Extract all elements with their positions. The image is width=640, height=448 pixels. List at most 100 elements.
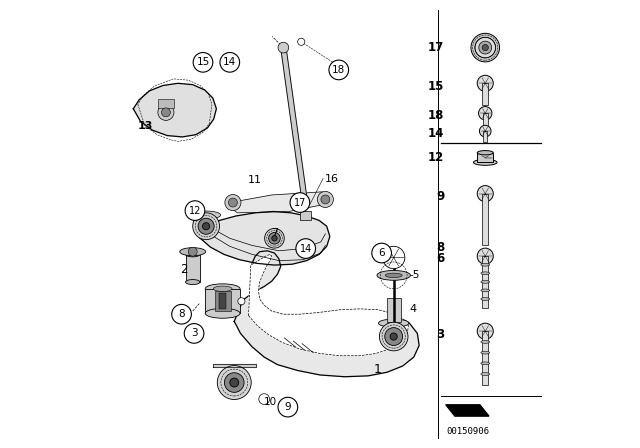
Ellipse shape: [481, 263, 490, 266]
Polygon shape: [281, 47, 308, 209]
Polygon shape: [228, 192, 328, 213]
Text: 3: 3: [436, 328, 444, 341]
Bar: [482, 83, 488, 105]
Circle shape: [290, 193, 310, 212]
Ellipse shape: [385, 273, 402, 278]
Ellipse shape: [377, 271, 410, 280]
Circle shape: [475, 37, 495, 58]
Text: 9: 9: [285, 402, 291, 412]
Bar: [483, 131, 488, 142]
Text: 12: 12: [189, 206, 201, 215]
Text: 14: 14: [428, 127, 444, 140]
Text: 15: 15: [196, 57, 210, 67]
Ellipse shape: [481, 297, 490, 300]
Circle shape: [198, 218, 214, 234]
Circle shape: [479, 125, 491, 137]
Bar: [483, 113, 488, 128]
Text: 18: 18: [332, 65, 346, 75]
Circle shape: [184, 323, 204, 343]
Bar: [482, 331, 488, 385]
Circle shape: [220, 52, 239, 72]
Circle shape: [278, 42, 289, 53]
Text: 1: 1: [374, 362, 382, 376]
Text: 14: 14: [223, 57, 236, 67]
Ellipse shape: [481, 362, 490, 365]
Circle shape: [217, 366, 252, 400]
Text: -5: -5: [410, 270, 420, 280]
Circle shape: [264, 228, 284, 248]
Ellipse shape: [180, 248, 205, 256]
Ellipse shape: [481, 340, 490, 343]
Circle shape: [269, 233, 280, 244]
Circle shape: [471, 33, 500, 62]
Ellipse shape: [213, 286, 232, 292]
Text: 16: 16: [324, 174, 339, 184]
Circle shape: [477, 75, 493, 91]
Circle shape: [202, 223, 210, 230]
Text: 7: 7: [271, 228, 278, 238]
Text: 6: 6: [378, 248, 385, 258]
Circle shape: [188, 247, 197, 256]
Text: 10: 10: [264, 397, 277, 407]
Text: 2: 2: [180, 263, 188, 276]
Polygon shape: [200, 211, 330, 265]
Ellipse shape: [191, 211, 221, 219]
Text: 14: 14: [300, 244, 312, 254]
Ellipse shape: [186, 280, 200, 284]
Circle shape: [317, 191, 333, 207]
Polygon shape: [234, 251, 419, 377]
Circle shape: [172, 304, 191, 324]
Polygon shape: [226, 366, 243, 381]
Text: 8: 8: [436, 241, 444, 254]
Bar: [477, 153, 493, 162]
Bar: [219, 293, 226, 309]
Circle shape: [372, 243, 392, 263]
Ellipse shape: [477, 151, 493, 155]
Text: 13: 13: [137, 121, 152, 131]
Circle shape: [193, 213, 220, 240]
Circle shape: [225, 373, 244, 392]
Bar: [300, 211, 311, 220]
Bar: [387, 297, 401, 322]
Circle shape: [321, 195, 330, 204]
Polygon shape: [133, 83, 216, 137]
Circle shape: [225, 194, 241, 211]
Text: 9: 9: [436, 190, 444, 203]
Bar: [205, 289, 240, 313]
Circle shape: [259, 394, 269, 405]
Text: 15: 15: [428, 80, 444, 93]
Ellipse shape: [474, 159, 497, 165]
Text: 4: 4: [410, 304, 417, 314]
Circle shape: [158, 104, 174, 121]
Text: 3: 3: [191, 328, 197, 338]
Polygon shape: [213, 364, 256, 367]
Circle shape: [272, 236, 277, 241]
Polygon shape: [446, 405, 489, 416]
Circle shape: [385, 327, 403, 345]
Circle shape: [185, 201, 205, 220]
Bar: [186, 254, 200, 282]
Circle shape: [298, 38, 305, 45]
Ellipse shape: [481, 351, 490, 354]
Bar: [158, 99, 174, 108]
Ellipse shape: [205, 308, 240, 318]
Ellipse shape: [186, 252, 200, 257]
Text: 12: 12: [428, 151, 444, 164]
Circle shape: [296, 239, 316, 258]
Text: 17: 17: [428, 41, 444, 54]
Circle shape: [477, 185, 493, 202]
Ellipse shape: [481, 373, 490, 375]
Circle shape: [390, 333, 397, 340]
Circle shape: [477, 248, 493, 264]
Text: 11: 11: [248, 175, 262, 185]
Circle shape: [479, 107, 492, 120]
Circle shape: [230, 378, 239, 387]
Ellipse shape: [481, 289, 490, 292]
Ellipse shape: [205, 284, 240, 294]
Bar: [214, 291, 230, 311]
Ellipse shape: [481, 272, 490, 275]
Circle shape: [383, 246, 405, 269]
Circle shape: [482, 44, 488, 51]
Text: 17: 17: [294, 198, 306, 207]
Text: 8: 8: [178, 309, 185, 319]
